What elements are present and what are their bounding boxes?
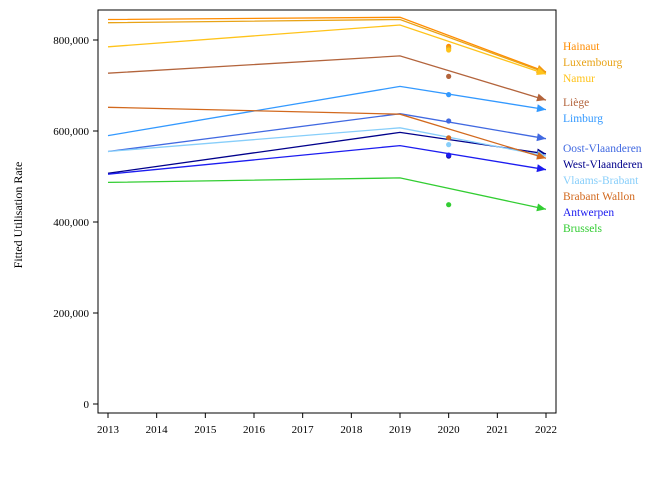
x-tick-label: 2018 (340, 424, 363, 436)
series-arrowhead (536, 104, 546, 113)
observed-point (446, 92, 452, 98)
x-tick-label: 2022 (535, 424, 557, 436)
x-tick-label: 2019 (389, 424, 412, 436)
observed-point (446, 135, 452, 141)
y-tick-label: 200,000 (53, 308, 89, 320)
y-axis-title: Fitted Utilisation Rate (11, 162, 25, 269)
y-tick-label: 800,000 (53, 35, 89, 47)
x-tick-label: 2013 (97, 424, 120, 436)
observed-point (446, 47, 452, 53)
observed-point (446, 152, 452, 158)
legend-label: Vlaams-Brabant (563, 175, 639, 187)
series-line (107, 177, 547, 210)
legend: Hainaut Luxembourg Namur Liège Limburg Oost-V… (563, 41, 643, 235)
x-tick-label: 2020 (438, 424, 461, 436)
y-axis: 0 200,000 400,000 600,000 800,000 (53, 35, 98, 411)
observed-point (446, 202, 452, 208)
legend-label: West-Vlaanderen (563, 159, 643, 171)
series-line (107, 144, 547, 175)
legend-label: Luxembourg (563, 57, 622, 69)
series-line (107, 85, 547, 137)
legend-label: Limburg (563, 113, 603, 125)
x-tick-label: 2021 (486, 424, 508, 436)
legend-label: Brabant Wallon (563, 191, 635, 203)
series-arrowhead (536, 67, 546, 76)
series-arrowhead (536, 151, 546, 160)
observed-points (446, 43, 452, 208)
legend-label: Hainaut (563, 41, 600, 53)
series-line (107, 127, 547, 157)
x-tick-label: 2017 (292, 424, 315, 436)
series-arrowhead (536, 133, 546, 142)
legend-label: Liège (563, 97, 589, 109)
observed-point (446, 142, 452, 148)
legend-label: Namur (563, 73, 595, 85)
series-line (107, 24, 547, 75)
series-line (107, 18, 547, 74)
series-arrowhead (536, 93, 546, 102)
y-tick-label: 400,000 (53, 217, 89, 229)
x-tick-label: 2015 (194, 424, 217, 436)
y-tick-label: 600,000 (53, 126, 89, 138)
y-tick-label: 0 (84, 399, 90, 411)
legend-label: Brussels (563, 223, 603, 235)
series-arrowhead (536, 203, 546, 212)
series-arrowhead (536, 164, 546, 173)
plot-frame (97, 9, 557, 414)
series-line (107, 106, 547, 159)
series-line (107, 16, 547, 73)
x-tick-label: 2014 (146, 424, 169, 436)
observed-point (446, 73, 452, 79)
legend-label: Oost-Vlaanderen (563, 143, 642, 155)
legend-label: Antwerpen (563, 207, 614, 219)
x-tick-label: 2016 (243, 424, 266, 436)
series-line (107, 55, 547, 101)
series-lines (107, 16, 547, 212)
x-axis: 2013 2014 2015 2016 2017 2018 2019 2020 2021 2022 (97, 413, 557, 436)
observed-point (446, 118, 452, 124)
